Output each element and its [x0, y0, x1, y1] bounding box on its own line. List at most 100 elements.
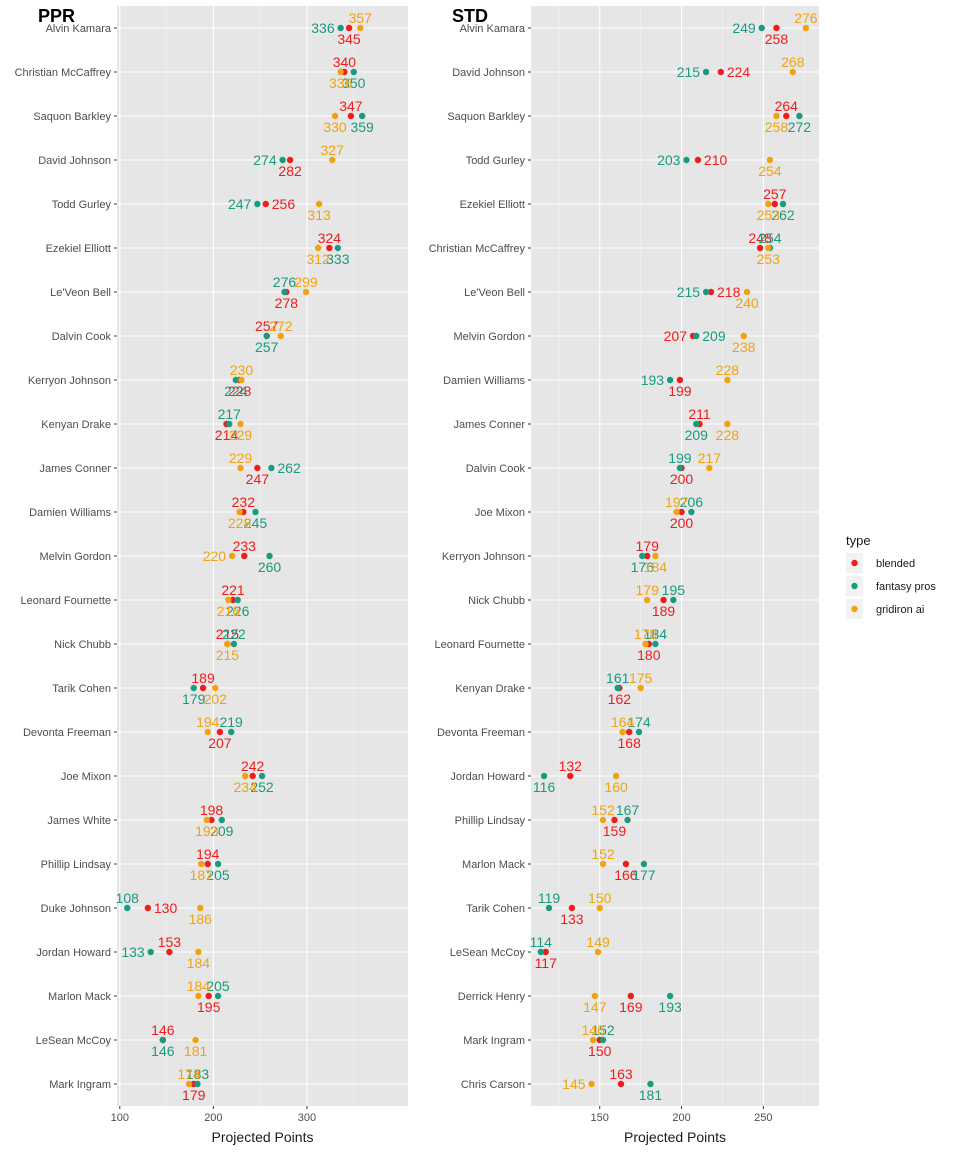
point-fantasy-pros — [693, 420, 700, 428]
x-tick-label: 200 — [204, 1112, 222, 1124]
data-label-blended: 198 — [200, 802, 224, 818]
point-gridiron-ai — [594, 948, 602, 956]
data-label-blended: 207 — [664, 328, 688, 344]
point-gridiron-ai — [766, 156, 774, 164]
point-gridiron-ai — [225, 596, 232, 604]
data-label-fantasy-pros: 177 — [632, 867, 656, 883]
data-label-blended: 207 — [208, 735, 232, 751]
data-label-blended: 166 — [614, 867, 638, 883]
point-blended — [286, 156, 294, 164]
point-gridiron-ai — [765, 244, 772, 252]
point-gridiron-ai — [228, 552, 236, 560]
data-label-gridiron-ai: 178 — [634, 626, 658, 642]
point-gridiron-ai — [599, 816, 607, 824]
point-fantasy-pros — [214, 992, 222, 1000]
point-gridiron-ai — [743, 288, 751, 296]
data-label-gridiron-ai: 253 — [757, 207, 781, 223]
point-gridiron-ai — [204, 728, 211, 736]
legend-item-fantasy-pros: fantasy pros — [846, 576, 936, 596]
point-blended — [783, 112, 790, 120]
data-label-blended: 132 — [559, 758, 583, 774]
data-label-fantasy-pros: 193 — [658, 999, 682, 1015]
point-fantasy-pros — [350, 68, 357, 76]
data-label-blended: 228 — [228, 383, 252, 399]
point-gridiron-ai — [596, 904, 603, 912]
panel-title: PPR — [38, 6, 75, 26]
data-label-blended: 133 — [560, 911, 584, 927]
data-label-fantasy-pros: 183 — [186, 1066, 210, 1082]
data-label-gridiron-ai: 215 — [216, 647, 240, 663]
data-label-gridiron-ai: 228 — [716, 427, 740, 443]
y-tick-label: Kerryon Johnson — [442, 551, 525, 563]
data-label-gridiron-ai: 216 — [217, 603, 241, 619]
data-label-blended: 200 — [670, 515, 694, 531]
data-label-fantasy-pros: 257 — [255, 339, 279, 355]
data-label-fantasy-pros: 195 — [662, 582, 686, 598]
data-label-blended: 233 — [233, 538, 257, 554]
point-gridiron-ai — [643, 596, 651, 604]
legend-key-gridiron-ai — [851, 605, 858, 613]
data-label-blended: 345 — [337, 31, 361, 47]
data-label-gridiron-ai: 179 — [636, 582, 660, 598]
point-fantasy-pros — [263, 332, 270, 340]
y-tick-label: Kenyan Drake — [41, 419, 111, 431]
data-label-gridiron-ai: 228 — [228, 515, 252, 531]
y-tick-label: Christian McCaffrey — [15, 67, 112, 79]
y-tick-label: Derrick Henry — [458, 991, 526, 1003]
data-label-fantasy-pros: 193 — [641, 372, 665, 388]
point-gridiron-ai — [314, 244, 322, 252]
data-label-gridiron-ai: 184 — [187, 955, 211, 971]
y-tick-label: Joe Mixon — [61, 771, 111, 783]
point-fantasy-pros — [252, 508, 259, 516]
y-tick-label: Dalvin Cook — [466, 463, 526, 475]
data-label-blended: 168 — [618, 735, 642, 751]
data-label-blended: 130 — [154, 900, 178, 916]
data-label-fantasy-pros: 152 — [591, 1022, 615, 1038]
data-label-gridiron-ai: 152 — [591, 846, 615, 862]
point-blended — [756, 244, 764, 252]
y-tick-label: Le'Veon Bell — [50, 287, 111, 299]
data-label-gridiron-ai: 253 — [757, 251, 781, 267]
point-blended — [771, 200, 779, 208]
point-fantasy-pros — [358, 112, 366, 120]
data-label-gridiron-ai: 336 — [329, 75, 353, 91]
data-label-fantasy-pros: 179 — [182, 691, 206, 707]
data-label-fantasy-pros: 119 — [538, 890, 561, 906]
data-label-fantasy-pros: 252 — [250, 779, 274, 795]
point-gridiron-ai — [706, 464, 713, 472]
point-fantasy-pros — [194, 1080, 201, 1088]
data-label-fantasy-pros: 224 — [224, 383, 248, 399]
data-label-blended: 180 — [637, 647, 661, 663]
point-blended — [166, 948, 173, 956]
data-label-blended: 218 — [717, 284, 741, 300]
point-fantasy-pros — [258, 772, 266, 780]
data-label-blended: 211 — [688, 406, 711, 422]
data-label-gridiron-ai: 230 — [230, 362, 254, 378]
point-blended — [345, 24, 353, 32]
data-label-gridiron-ai: 181 — [184, 1043, 208, 1059]
data-label-blended: 169 — [619, 999, 643, 1015]
data-label-blended: 194 — [196, 846, 220, 862]
data-label-fantasy-pros: 203 — [657, 152, 681, 168]
point-fantasy-pros — [666, 992, 674, 1000]
y-tick-label: Mark Ingram — [49, 1079, 111, 1091]
point-blended — [660, 596, 667, 604]
point-fantasy-pros — [159, 1036, 167, 1044]
data-label-blended: 242 — [241, 758, 265, 774]
data-label-fantasy-pros: 184 — [644, 626, 668, 642]
point-gridiron-ai — [224, 640, 231, 648]
data-label-blended: 282 — [278, 163, 302, 179]
data-label-gridiron-ai: 272 — [269, 318, 293, 334]
y-tick-label: Alvin Kamara — [460, 23, 526, 35]
data-label-blended: 256 — [272, 196, 296, 212]
data-label-gridiron-ai: 146 — [582, 1022, 606, 1038]
y-tick-label: Phillip Lindsay — [455, 815, 526, 827]
point-fantasy-pros — [540, 772, 548, 780]
point-gridiron-ai — [637, 684, 644, 692]
point-gridiron-ai — [195, 948, 202, 956]
point-fantasy-pros — [693, 332, 700, 340]
y-tick-label: Jordan Howard — [450, 771, 525, 783]
y-tick-label: Todd Gurley — [52, 199, 112, 211]
point-fantasy-pros — [635, 728, 643, 736]
